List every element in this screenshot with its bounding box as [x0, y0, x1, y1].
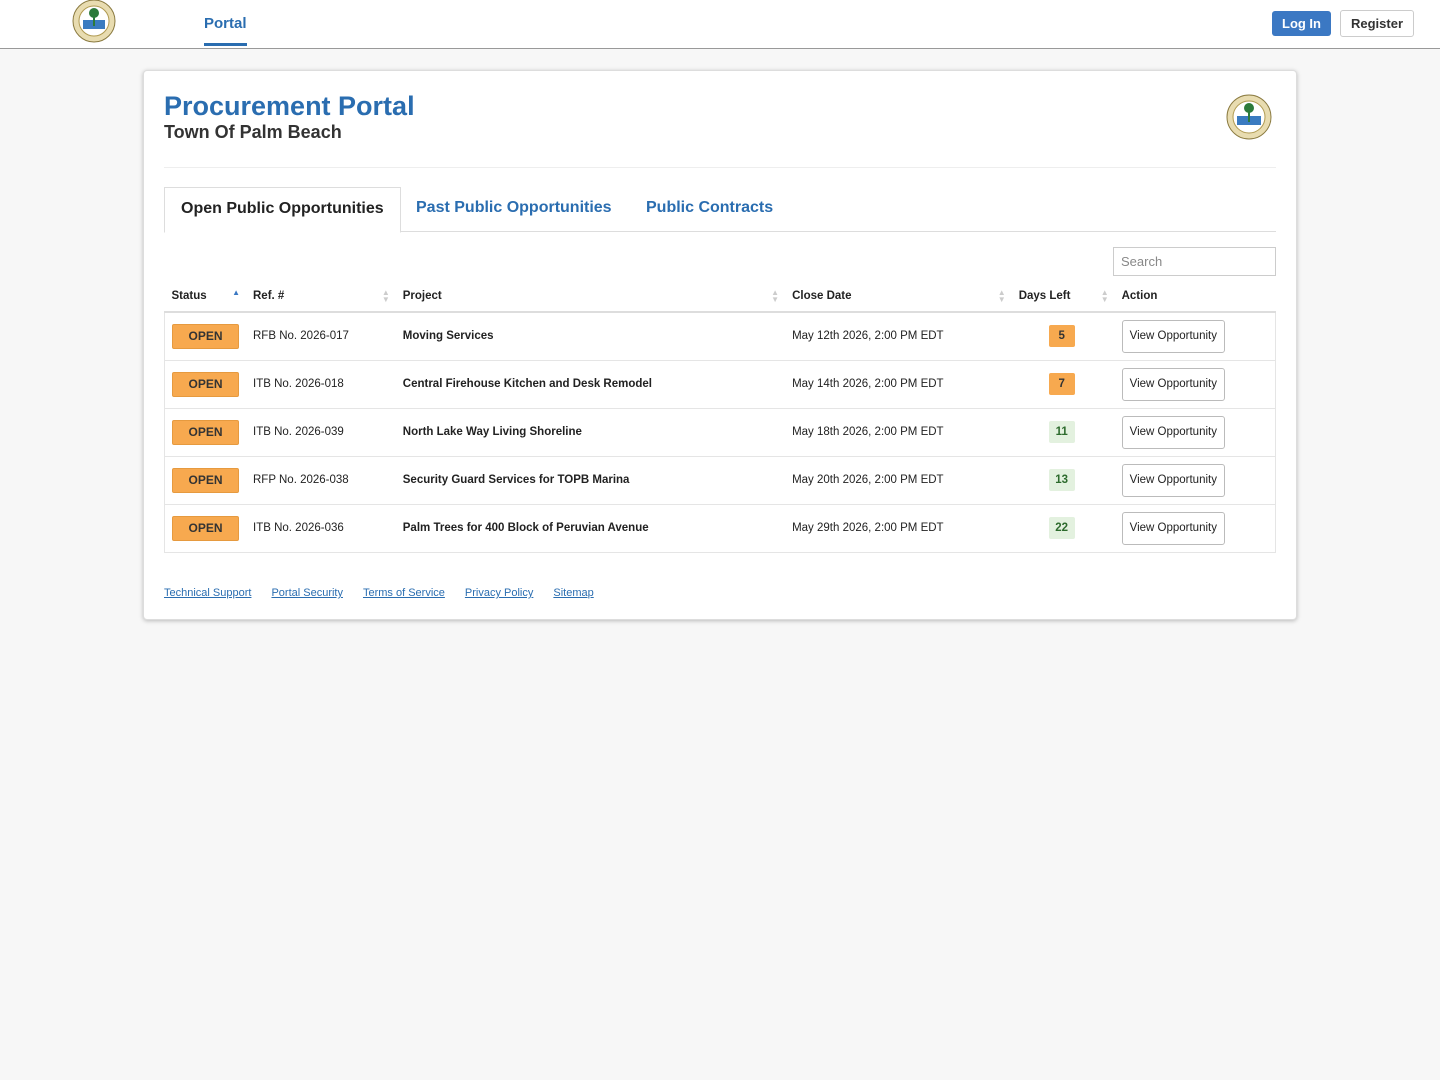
table-row: OPEN ITB No. 2026-036 Palm Trees for 400 B…	[164, 504, 1276, 553]
tab-bar: Open Public Opportunities Past Public Opp…	[164, 187, 1276, 233]
column-header[interactable]: Close Date ▲ ▼	[785, 280, 1012, 313]
close-date-cell: May 12th 2026, 2:00 PM EDT	[785, 312, 1012, 361]
status-cell: OPEN	[164, 408, 246, 457]
days-left-badge: 7	[1048, 373, 1075, 395]
close-date-cell: May 20th 2026, 2:00 PM EDT	[785, 456, 1012, 505]
project-cell: North Lake Way Living Shoreline	[395, 408, 786, 457]
content-card: Procurement Portal Town Of Palm Beach Op…	[143, 70, 1297, 620]
days-left-badge: 5	[1048, 325, 1075, 348]
login-button[interactable]: Log In	[1272, 11, 1331, 36]
footer-link[interactable]: Technical Support	[164, 587, 252, 599]
footer-links: Technical Support Portal Security Terms of…	[164, 587, 614, 599]
column-header[interactable]: Status ▲	[164, 280, 246, 313]
project-cell: Security Guard Services for TOPB Marina	[395, 456, 786, 505]
column-header[interactable]: Project ▲ ▼	[395, 280, 786, 313]
table-head: Status ▲ Ref. # ▲ ▼ Project ▲ ▼ Close Date ▲ ▼ Days…	[164, 280, 1276, 313]
sort-icon: ▲ ▼	[771, 288, 780, 304]
days-left-cell: 11	[1011, 408, 1115, 457]
status-badge: OPEN	[172, 515, 239, 541]
top-nav: Portal Log In Register	[0, 0, 1440, 49]
days-left-cell: 22	[1011, 504, 1115, 553]
days-left-cell: 7	[1011, 360, 1115, 409]
days-left-cell: 5	[1011, 312, 1115, 361]
tab[interactable]: Open Public Opportunities	[164, 187, 401, 233]
ref-cell: ITB No. 2026-036	[246, 504, 396, 553]
view-button[interactable]: View Opportunity	[1121, 511, 1225, 545]
action-cell: View Opportunity	[1114, 504, 1276, 553]
status-cell: OPEN	[164, 312, 246, 361]
action-cell: View Opportunity	[1114, 456, 1276, 505]
project-cell: Central Firehouse Kitchen and Desk Remod…	[395, 360, 786, 409]
action-cell: View Opportunity	[1114, 312, 1276, 361]
column-header[interactable]: Ref. # ▲ ▼	[246, 280, 396, 313]
tab[interactable]: Public Contracts	[646, 199, 774, 216]
divider	[164, 167, 1276, 168]
status-cell: OPEN	[164, 456, 246, 505]
footer-link[interactable]: Privacy Policy	[464, 587, 534, 599]
project-cell: Palm Trees for 400 Block of Peruvian Ave…	[395, 504, 786, 553]
days-left-badge: 22	[1048, 517, 1075, 539]
footer-link[interactable]: Sitemap	[553, 587, 594, 599]
header-seal	[1226, 94, 1272, 140]
close-date-cell: May 14th 2026, 2:00 PM EDT	[785, 360, 1012, 409]
table-row: OPEN RFP No. 2026-038 Security Guard Servi…	[164, 456, 1276, 505]
town-seal[interactable]	[71, 0, 117, 44]
table-body: OPEN RFB No. 2026-017 Moving Services May 1…	[164, 312, 1276, 553]
table-row: OPEN ITB No. 2026-039 North Lake Way Livin…	[164, 408, 1276, 457]
page-title: Procurement Portal	[164, 91, 415, 121]
sort-icon: ▲	[232, 288, 240, 297]
search-input[interactable]: Search	[1113, 247, 1276, 276]
days-left-cell: 13	[1011, 456, 1115, 505]
page-subtitle: Town Of Palm Beach	[164, 122, 342, 142]
view-button[interactable]: View Opportunity	[1121, 415, 1225, 449]
close-date-cell: May 18th 2026, 2:00 PM EDT	[785, 408, 1012, 457]
column-header: Action	[1114, 280, 1276, 313]
action-cell: View Opportunity	[1114, 408, 1276, 457]
view-button[interactable]: View Opportunity	[1121, 319, 1225, 353]
view-button[interactable]: View Opportunity	[1121, 463, 1225, 497]
action-cell: View Opportunity	[1114, 360, 1276, 409]
project-cell: Moving Services	[395, 312, 786, 361]
ref-cell: RFB No. 2026-017	[246, 312, 396, 361]
days-left-badge: 11	[1048, 421, 1075, 443]
table-row: OPEN RFB No. 2026-017 Moving Services May 1…	[164, 312, 1276, 361]
portal-link[interactable]: Portal	[204, 15, 247, 46]
ref-cell: ITB No. 2026-018	[246, 360, 396, 409]
sort-icon: ▲ ▼	[997, 288, 1006, 304]
register-button[interactable]: Register	[1340, 10, 1414, 37]
header-row: Status ▲ Ref. # ▲ ▼ Project ▲ ▼ Close Date ▲ ▼ Days…	[164, 280, 1276, 313]
status-badge: OPEN	[172, 419, 239, 445]
status-cell: OPEN	[164, 360, 246, 409]
ref-cell: ITB No. 2026-039	[246, 408, 396, 457]
footer-link[interactable]: Terms of Service	[362, 587, 445, 599]
sort-icon: ▲ ▼	[381, 288, 390, 304]
close-date-cell: May 29th 2026, 2:00 PM EDT	[785, 504, 1012, 553]
column-header[interactable]: Days Left ▲ ▼	[1011, 280, 1115, 313]
status-cell: OPEN	[164, 504, 246, 553]
days-left-badge: 13	[1048, 469, 1075, 491]
status-badge: OPEN	[172, 323, 239, 349]
table-row: OPEN ITB No. 2026-018 Central Firehouse Ki…	[164, 360, 1276, 409]
ref-cell: RFP No. 2026-038	[246, 456, 396, 505]
view-button[interactable]: View Opportunity	[1121, 367, 1225, 401]
opportunities-table: Status ▲ Ref. # ▲ ▼ Project ▲ ▼ Close Date ▲ ▼ Days…	[164, 280, 1276, 553]
status-badge: OPEN	[172, 371, 239, 397]
sort-icon: ▲ ▼	[1100, 288, 1109, 304]
tab[interactable]: Past Public Opportunities	[416, 199, 612, 216]
status-badge: OPEN	[172, 467, 239, 493]
footer-link[interactable]: Portal Security	[271, 587, 343, 599]
